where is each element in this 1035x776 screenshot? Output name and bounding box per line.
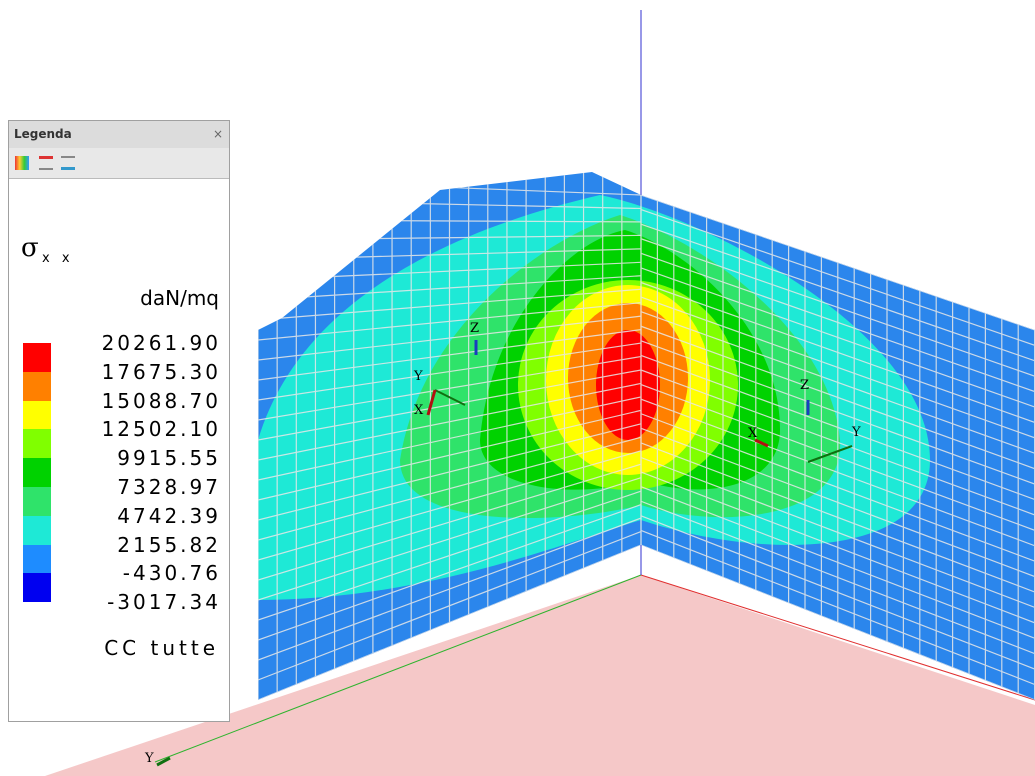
axis-label: Z [800, 378, 809, 393]
legend-swatch [23, 401, 51, 430]
export-button[interactable] [39, 156, 53, 170]
legend-value: 2155.82 [117, 534, 221, 556]
screen: Z Y X X Z Y Y Legenda × σ x x daN/mq 2026… [0, 0, 1035, 776]
panel-header: Legenda × [9, 121, 229, 148]
legend-value: 15088.70 [102, 390, 221, 412]
legend-swatch [23, 458, 51, 487]
legend-value: -3017.34 [107, 591, 221, 613]
axis-label: Y [413, 369, 423, 384]
quantity-subscript: x x [42, 251, 74, 266]
legend-swatch [23, 372, 51, 401]
close-button[interactable]: × [213, 121, 223, 147]
load-case: CC tutte [104, 636, 219, 660]
toolbar [9, 148, 229, 179]
legend-value: -430.76 [123, 562, 221, 584]
axis-label: X [414, 403, 424, 418]
legend-value: 20261.90 [102, 332, 221, 354]
import-button[interactable] [61, 156, 75, 170]
legend-value: 4742.39 [117, 505, 221, 527]
palette-button[interactable] [15, 156, 29, 170]
legend-panel: Legenda × σ x x daN/mq 20261.90 17675.30 15… [8, 120, 230, 722]
legend-swatch [23, 343, 51, 372]
axis-label: Y [144, 751, 154, 766]
legend-value: 7328.97 [117, 476, 221, 498]
panel-title: Legenda [14, 127, 72, 141]
quantity: σ [21, 233, 39, 263]
axis-label: Z [470, 321, 479, 336]
axis-label: Y [851, 425, 861, 440]
legend-value: 17675.30 [102, 361, 221, 383]
legend-swatch [23, 516, 51, 545]
legend-value: 12502.10 [102, 418, 221, 440]
legend-swatch [23, 487, 51, 516]
legend-swatch [23, 545, 51, 574]
legend-swatch [23, 429, 51, 458]
legend-value: 9915.55 [117, 447, 221, 469]
legend-swatch [23, 573, 51, 602]
band [596, 330, 660, 440]
axis-label: X [748, 426, 758, 441]
unit: daN/mq [140, 286, 219, 310]
